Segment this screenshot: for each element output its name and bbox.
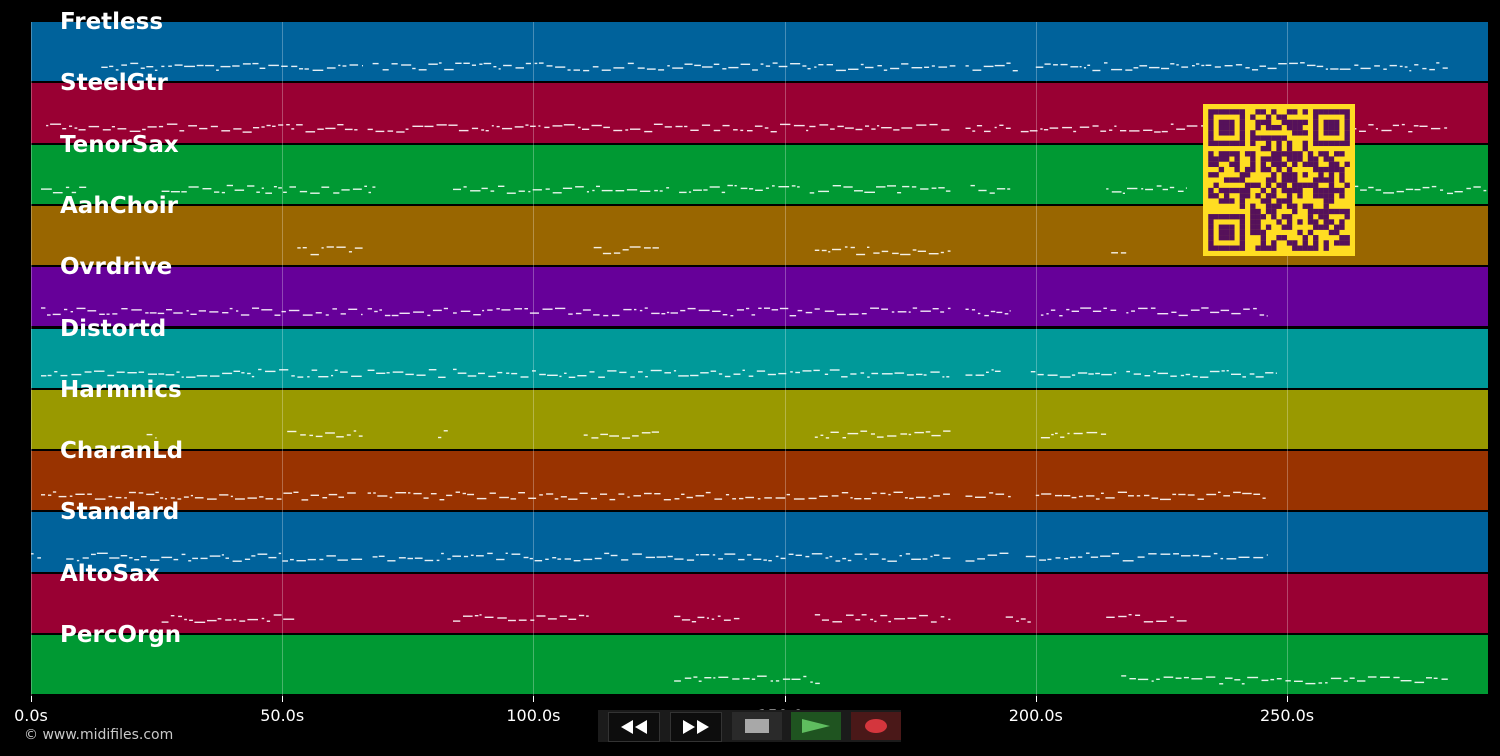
fast-forward-button[interactable] bbox=[670, 712, 722, 742]
qr-code bbox=[1203, 104, 1355, 256]
x-tick-label: 250.0s bbox=[1259, 706, 1315, 725]
track-lane-standard bbox=[31, 512, 1488, 572]
transport-bar bbox=[598, 710, 901, 742]
rewind-button[interactable] bbox=[608, 712, 660, 742]
track-label: Harmnics bbox=[60, 376, 182, 403]
track-lane-harmnics bbox=[31, 389, 1488, 450]
copyright-text: © www.midifiles.com bbox=[24, 727, 174, 743]
rewind-icon bbox=[621, 720, 647, 734]
track-label: AahChoir bbox=[60, 192, 178, 219]
track-lane-charanld bbox=[31, 451, 1488, 511]
track-label: Ovrdrive bbox=[60, 254, 173, 281]
x-tick-label: 50.0s bbox=[260, 706, 305, 725]
track-label: AltoSax bbox=[60, 560, 160, 587]
x-tick-label: 0.0s bbox=[14, 706, 48, 725]
track-label: Fretless bbox=[60, 9, 164, 35]
grid-line bbox=[784, 22, 786, 696]
track-label: PercOrgn bbox=[60, 622, 182, 648]
track-lane-ovrdrive bbox=[31, 267, 1488, 327]
track-lane-distortd bbox=[31, 328, 1488, 388]
x-tick bbox=[533, 696, 535, 702]
track-label: CharanLd bbox=[60, 438, 184, 465]
fast-forward-icon bbox=[683, 720, 709, 734]
grid-line bbox=[31, 22, 32, 696]
track-label: Distortd bbox=[60, 315, 167, 342]
grid-line bbox=[533, 22, 535, 696]
x-tick bbox=[784, 696, 786, 702]
track-label: TenorSax bbox=[60, 131, 179, 158]
track-label: SteelGtr bbox=[60, 70, 168, 97]
x-tick bbox=[31, 696, 32, 702]
x-tick bbox=[1287, 696, 1289, 702]
x-tick bbox=[1035, 696, 1037, 702]
track-lane-altosax bbox=[31, 573, 1488, 633]
track-lane-fretless bbox=[31, 22, 1488, 82]
play-button[interactable] bbox=[791, 712, 841, 740]
track-label: Standard bbox=[60, 499, 180, 526]
grid-line bbox=[282, 22, 284, 696]
play-icon bbox=[802, 719, 830, 733]
grid-line bbox=[1035, 22, 1037, 696]
grid-line bbox=[1287, 22, 1289, 696]
record-button[interactable] bbox=[851, 712, 901, 740]
x-tick-label: 200.0s bbox=[1008, 706, 1063, 725]
stop-button[interactable] bbox=[732, 712, 782, 740]
x-tick-label: 100.0s bbox=[506, 706, 561, 725]
stop-icon bbox=[745, 719, 769, 733]
track-lane-percorgn bbox=[31, 635, 1488, 695]
x-tick bbox=[282, 696, 284, 702]
record-icon bbox=[865, 719, 887, 733]
